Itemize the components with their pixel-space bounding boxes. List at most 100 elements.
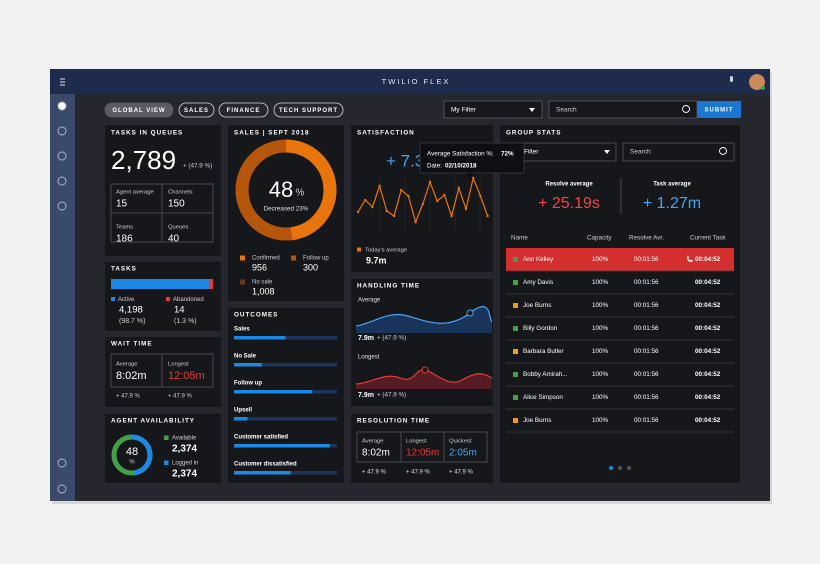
text-label: Average <box>362 439 384 445</box>
sparkline-point <box>371 205 374 209</box>
text-label: 7.9m <box>358 335 374 342</box>
pagination-dot[interactable] <box>618 466 622 470</box>
sparkline-point <box>356 210 360 214</box>
text-label: 48 <box>269 177 293 202</box>
text-label: (98.7 %) <box>119 318 145 325</box>
sidebar-icon[interactable] <box>57 484 67 494</box>
tab[interactable] <box>273 102 344 118</box>
text-label: 00:04:52 <box>695 394 721 401</box>
search-box[interactable] <box>622 142 735 162</box>
status-dot <box>513 395 518 400</box>
text-label: + (47.9 %) <box>183 163 212 170</box>
sidebar-icon[interactable] <box>57 151 67 161</box>
text-label: 100% <box>592 394 609 401</box>
legend-swatch <box>291 255 296 261</box>
text-label: % <box>129 460 135 466</box>
sidebar-icon[interactable] <box>57 201 67 211</box>
mic-icon <box>730 76 733 82</box>
tab[interactable] <box>178 102 215 118</box>
text-label: No sale <box>252 280 273 286</box>
progress-track <box>234 417 337 421</box>
text-label: 956 <box>252 262 267 272</box>
sidebar-icon[interactable] <box>57 126 67 136</box>
text-label: 15 <box>116 199 128 210</box>
panel <box>105 125 221 256</box>
tab[interactable] <box>218 102 269 118</box>
panel-title: TASKS IN QUEUES <box>111 130 183 137</box>
sparkline-point <box>472 176 475 180</box>
text-label: Available <box>172 436 197 442</box>
text-label: Average <box>358 298 381 304</box>
text-label: Abandoned <box>173 297 204 303</box>
text-label: 100% <box>592 256 609 263</box>
pagination-dot[interactable] <box>609 466 613 470</box>
submit-button[interactable] <box>697 101 741 118</box>
text-label: Longest <box>406 439 427 445</box>
text-label: My Filter <box>451 107 477 114</box>
text-label: 00:04:52 <box>695 325 721 332</box>
progress-track <box>234 363 337 367</box>
text-label: Average <box>116 362 138 368</box>
search-icon <box>719 147 727 155</box>
sparkline-point <box>364 198 367 202</box>
selected-row[interactable] <box>506 248 734 271</box>
text-label: 12:05m <box>406 448 439 459</box>
status-dot <box>513 372 518 377</box>
sparkline-point <box>443 193 446 197</box>
column-header: Capacity <box>587 235 612 242</box>
text-label: % <box>296 188 305 199</box>
text-label: 8:02m <box>362 448 390 459</box>
text-label: 100% <box>592 348 609 355</box>
donut-arc <box>285 139 337 241</box>
progress-fill <box>234 444 330 448</box>
text-label: Logged in <box>172 461 198 467</box>
legend-swatch <box>111 297 115 301</box>
text-label: Customer satisfied <box>234 435 288 441</box>
legend-swatch <box>357 247 361 252</box>
caret <box>529 108 535 112</box>
tab-label: GLOBAL VIEW <box>112 108 165 114</box>
filter-dropdown[interactable] <box>443 100 543 119</box>
sidebar <box>50 94 75 501</box>
sparkline-point <box>436 199 439 203</box>
text-label: 00:01:56 <box>634 256 659 263</box>
status-dot <box>513 326 518 331</box>
text-label: Ann Kelley <box>523 256 554 263</box>
sparkline-point <box>414 220 417 224</box>
text-label: + 47.9 % <box>168 394 193 400</box>
legend-swatch <box>240 279 245 285</box>
avatar[interactable] <box>749 74 765 90</box>
tab[interactable] <box>104 102 174 118</box>
text-label: Joe Burns <box>523 417 551 424</box>
status-dot <box>513 349 518 354</box>
text-label: Sales <box>234 327 250 333</box>
text-label: Date: <box>427 163 442 170</box>
sparkline-point <box>486 214 489 218</box>
text-label: 00:01:56 <box>634 279 659 286</box>
app-title: TWILIO FLEX <box>382 77 451 86</box>
column-header: Resolve Avr. <box>629 235 664 242</box>
text-label: Today's average <box>365 248 407 254</box>
area-chart <box>356 306 492 333</box>
text-label: Upsell <box>234 408 252 414</box>
panel-title: OUTCOMES <box>234 312 278 319</box>
panel-title: HANDLING TIME <box>357 283 420 290</box>
text-label: Confirmed <box>252 256 280 262</box>
sidebar-icon[interactable] <box>57 101 67 111</box>
text-label: 40 <box>168 234 180 245</box>
text-label: (1.3 %) <box>174 318 197 325</box>
column-header: Current Task <box>690 235 726 242</box>
progress-fill <box>234 390 313 394</box>
panel-title: SATISFACTION <box>357 130 415 137</box>
text-label: 300 <box>303 262 318 272</box>
text-label: 00:01:56 <box>634 394 659 401</box>
sparkline-point <box>464 207 468 211</box>
status-dot <box>513 280 518 285</box>
panel <box>105 262 221 331</box>
top-bar <box>50 69 770 94</box>
text-label: Customer dissatisfied <box>234 462 297 468</box>
sidebar-icon[interactable] <box>57 458 67 468</box>
pagination-dot[interactable] <box>627 466 631 470</box>
column-header: Name <box>511 235 528 242</box>
sidebar-icon[interactable] <box>57 176 67 186</box>
